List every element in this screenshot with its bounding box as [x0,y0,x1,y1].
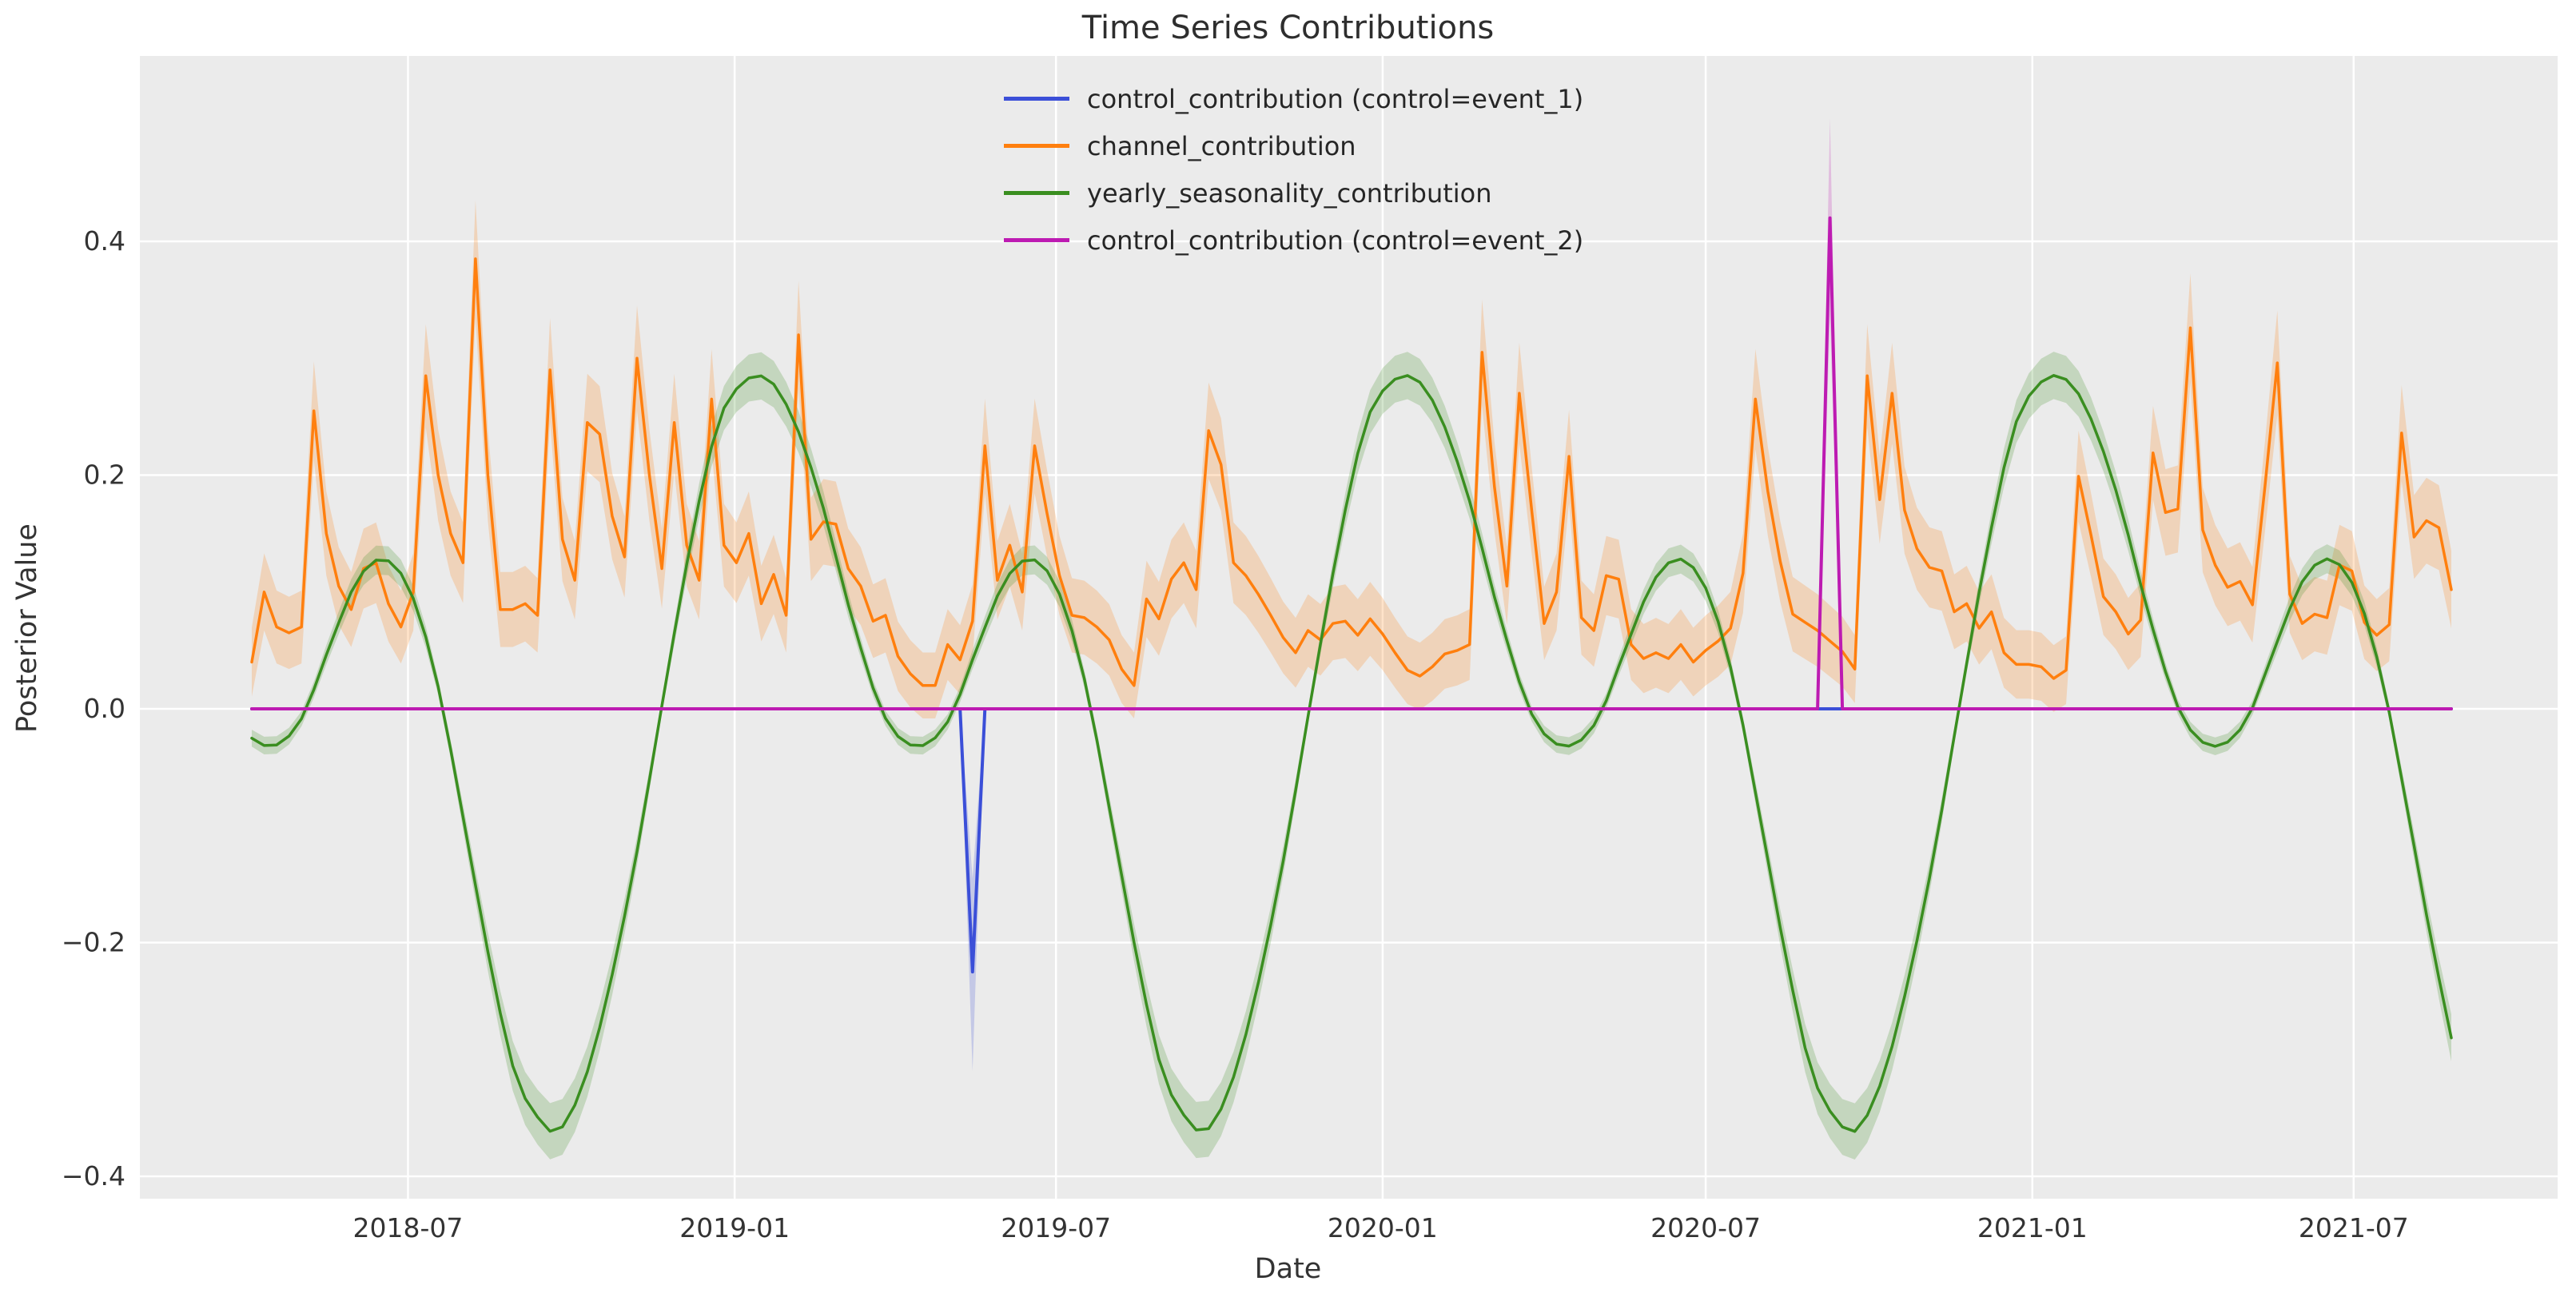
legend-swatch-icon [1004,191,1069,195]
legend-label: yearly_seasonality_contribution [1087,177,1492,209]
series-band-1 [252,200,2451,718]
legend-item-0: control_contribution (control=event_1) [1004,75,1583,122]
y-tick-label: 0.0 [84,693,125,724]
legend-label: channel_contribution [1087,130,1356,161]
x-tick-label: 2021-07 [2299,1212,2409,1243]
y-tick-label: 0.2 [84,460,125,491]
x-tick-label: 2021-01 [1977,1212,2088,1243]
legend-swatch-icon [1004,238,1069,242]
x-tick-label: 2018-07 [353,1212,464,1243]
y-tick-label: 0.4 [84,225,125,257]
legend-item-2: yearly_seasonality_contribution [1004,169,1583,217]
series-lines [250,216,2453,1133]
plot-panel [140,56,2558,1199]
series-line-1 [250,257,2453,687]
x-tick-labels: 2018-07 2019-01 2019-07 2020-01 2020-07 2021-… [353,1212,2409,1243]
legend-label: control_contribution (control=event_2) [1087,225,1584,256]
legend-label: control_contribution (control=event_1) [1087,83,1584,114]
legend-swatch-icon [1004,144,1069,148]
y-axis-label: Posterior Value [11,523,43,733]
x-tick-label: 2020-07 [1650,1212,1761,1243]
x-tick-label: 2019-07 [1001,1212,1111,1243]
legend-swatch-icon [1004,97,1069,101]
legend-item-1: channel_contribution [1004,122,1583,169]
x-tick-label: 2020-01 [1328,1212,1438,1243]
hdi-bands [252,118,2451,1160]
series-line-3 [250,216,2453,710]
chart-title: Time Series Contributions [1081,10,1495,46]
y-tick-label: −0.4 [62,1160,125,1192]
panel-background [140,56,2558,1199]
y-tick-label: −0.2 [62,927,125,958]
x-axis-label: Date [1254,1253,1322,1285]
x-tick-label: 2019-01 [679,1212,790,1243]
legend: control_contribution (control=event_1)ch… [1004,75,1583,264]
series-line-2 [250,374,2453,1133]
y-tick-labels: −0.4 −0.2 0.0 0.2 0.4 [62,225,125,1192]
legend-item-3: control_contribution (control=event_2) [1004,217,1583,264]
